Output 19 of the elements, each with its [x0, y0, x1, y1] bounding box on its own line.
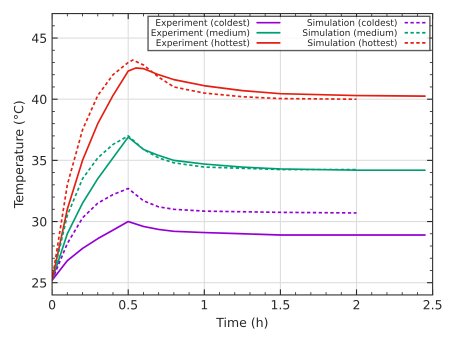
legend-label: Experiment (coldest) [156, 18, 250, 28]
legend-label: Simulation (hottest) [308, 39, 397, 48]
legend-label: Simulation (medium) [302, 29, 397, 38]
y-tick-label: 35 [32, 156, 46, 166]
x-tick-label: 1 [202, 300, 208, 310]
y-tick-label: 45 [32, 34, 46, 43]
y-tick-label: 40 [32, 94, 46, 104]
x-tick-label: 1.5 [272, 300, 290, 310]
x-tick-label: 0 [48, 300, 56, 310]
y-axis-title: Temperature (°C) [14, 101, 26, 208]
x-axis-title: Time (h) [216, 317, 268, 329]
legend-label: Experiment (medium) [152, 29, 250, 38]
x-tick-label: 2 [353, 300, 360, 310]
y-tick-label: 25 [32, 278, 46, 288]
y-tick-label: 30 [32, 217, 46, 226]
legend-label: Experiment (hottest) [156, 39, 250, 48]
legend-label: Simulation (coldest) [307, 18, 397, 28]
x-tick-label: 2.5 [424, 300, 442, 310]
x-tick-label: 0.5 [119, 300, 138, 310]
